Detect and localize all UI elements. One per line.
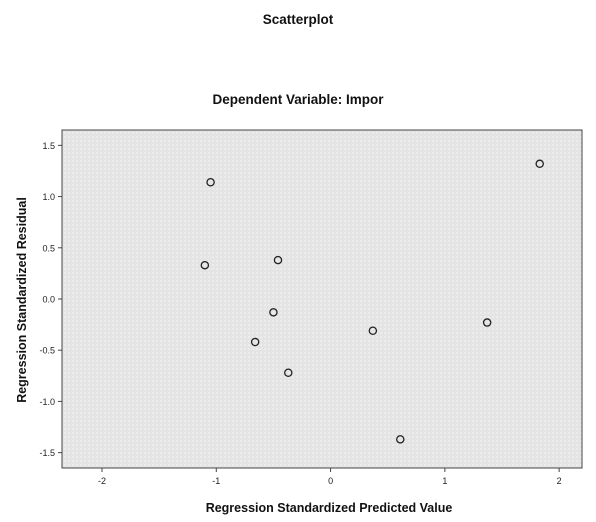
x-tick-label: 0 (328, 476, 333, 486)
y-tick-label: -1.0 (39, 397, 55, 407)
data-point (284, 368, 293, 377)
data-point (200, 260, 210, 270)
chart-subtitle: Dependent Variable: Impor (212, 92, 384, 107)
y-tick-label: -0.5 (39, 346, 55, 356)
data-point (535, 159, 544, 169)
data-points (200, 159, 544, 444)
data-point (269, 308, 278, 317)
y-tick-label: 1.0 (42, 192, 55, 202)
x-tick-label: -1 (212, 476, 220, 486)
y-tick-label: 0.0 (42, 295, 55, 305)
data-point (482, 318, 492, 327)
data-point (250, 337, 260, 347)
data-point (206, 177, 215, 187)
x-tick-label: 1 (442, 476, 447, 486)
x-axis: -2 -1 0 1 2 (98, 468, 562, 486)
x-tick-label: -2 (98, 476, 106, 486)
y-tick-label: 0.5 (42, 243, 55, 253)
plot-area (61, 129, 583, 469)
y-axis-label: Regression Standardized Residual (15, 197, 29, 403)
data-point (273, 255, 283, 265)
y-axis: 1.5 1.0 0.5 0.0 -0.5 -1.0 -1.5 (39, 141, 62, 458)
y-tick-label: -1.5 (39, 448, 55, 458)
chart-title: Scatterplot (262, 12, 334, 27)
y-tick-label: 1.5 (42, 141, 55, 151)
data-point (396, 435, 405, 444)
x-axis-label: Regression Standardized Predicted Value (205, 501, 453, 515)
x-tick-label: 2 (557, 476, 562, 486)
data-point (368, 326, 378, 336)
